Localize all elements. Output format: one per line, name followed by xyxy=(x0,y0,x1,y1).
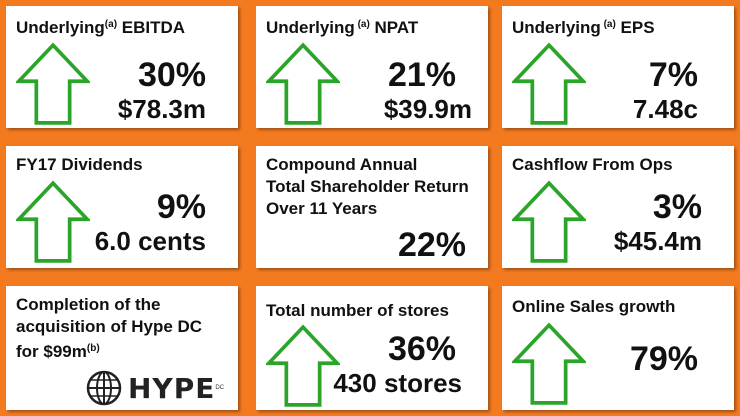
hype-dc-mark: DC xyxy=(215,385,225,391)
tile-title: Underlying (a) NPAT xyxy=(266,18,419,37)
npat-tile: Underlying (a) NPAT 21% $39.9m xyxy=(256,6,488,128)
eps-tile: Underlying (a) EPS 7% 7.48c xyxy=(502,6,734,128)
tile-title: FY17 Dividends xyxy=(16,155,143,174)
tile-title: Underlying (a) EPS xyxy=(512,18,655,37)
up-arrow-icon xyxy=(512,180,586,264)
up-arrow-icon xyxy=(16,180,90,264)
tile-title: Online Sales growth xyxy=(512,297,676,316)
tsr-tile: Compound Annual Total Shareholder Return… xyxy=(256,146,488,268)
tile-title: Total number of stores xyxy=(266,301,449,320)
percent-value: 3% xyxy=(652,188,702,226)
amount-value: $45.4m xyxy=(613,226,702,256)
percent-value: 22% xyxy=(397,226,466,264)
percent-value: 79% xyxy=(629,340,698,378)
up-arrow-icon xyxy=(16,42,90,126)
percent-value: 9% xyxy=(156,188,206,226)
amount-value: $39.9m xyxy=(383,94,472,124)
stores-tile: Total number of stores 36% 430 stores xyxy=(256,286,488,410)
tile-title: Cashflow From Ops xyxy=(512,155,673,174)
up-arrow-icon xyxy=(266,42,340,126)
hype-dc-logo: HYPE DC xyxy=(86,370,224,406)
tile-title: Underlying(a) EBITDA xyxy=(16,18,186,37)
online-sales-tile: Online Sales growth 79% xyxy=(502,286,734,410)
tile-title: Compound Annual Total Shareholder Return… xyxy=(266,155,469,218)
percent-value: 21% xyxy=(387,56,456,94)
dividends-tile: FY17 Dividends 9% 6.0 cents xyxy=(6,146,238,268)
cashflow-tile: Cashflow From Ops 3% $45.4m xyxy=(502,146,734,268)
up-arrow-icon xyxy=(266,324,340,408)
amount-value: 6.0 cents xyxy=(94,226,206,256)
hype-wordmark: HYPE xyxy=(128,371,216,405)
amount-value: 7.48c xyxy=(632,94,698,124)
amount-value: $78.3m xyxy=(117,94,206,124)
up-arrow-icon xyxy=(512,42,586,126)
up-arrow-icon xyxy=(512,322,586,406)
percent-value: 36% xyxy=(387,330,456,368)
percent-value: 7% xyxy=(648,56,698,94)
tile-title: Completion of the acquisition of Hype DC… xyxy=(16,295,203,361)
ebitda-tile: Underlying(a) EBITDA 30% $78.3m xyxy=(6,6,238,128)
percent-value: 30% xyxy=(137,56,206,94)
hype-globe-icon xyxy=(86,370,122,406)
amount-value: 430 stores xyxy=(333,368,462,398)
hype-tile: Completion of the acquisition of Hype DC… xyxy=(6,286,238,410)
